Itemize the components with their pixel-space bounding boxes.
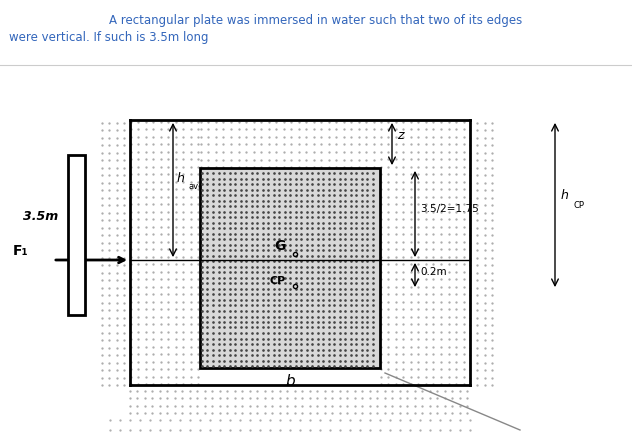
Text: h: h bbox=[561, 189, 569, 202]
Bar bbox=[200, 168, 380, 368]
Text: z: z bbox=[397, 129, 403, 142]
Text: were vertical. If such is 3.5m long: were vertical. If such is 3.5m long bbox=[9, 31, 209, 44]
Text: F₁: F₁ bbox=[13, 244, 28, 258]
Text: CP: CP bbox=[270, 276, 286, 286]
Text: 3.5m: 3.5m bbox=[23, 210, 58, 223]
Text: h: h bbox=[177, 172, 185, 185]
Text: CP: CP bbox=[574, 201, 585, 210]
Text: A rectangular plate was immersed in water such that two of its edges: A rectangular plate was immersed in wate… bbox=[109, 14, 523, 27]
Text: G: G bbox=[274, 239, 286, 253]
Text: b: b bbox=[285, 374, 295, 389]
Bar bbox=[68, 155, 85, 315]
Text: 0.2m: 0.2m bbox=[420, 267, 447, 277]
Text: ave: ave bbox=[189, 182, 204, 191]
Text: 3.5/2=1.75: 3.5/2=1.75 bbox=[420, 204, 479, 214]
